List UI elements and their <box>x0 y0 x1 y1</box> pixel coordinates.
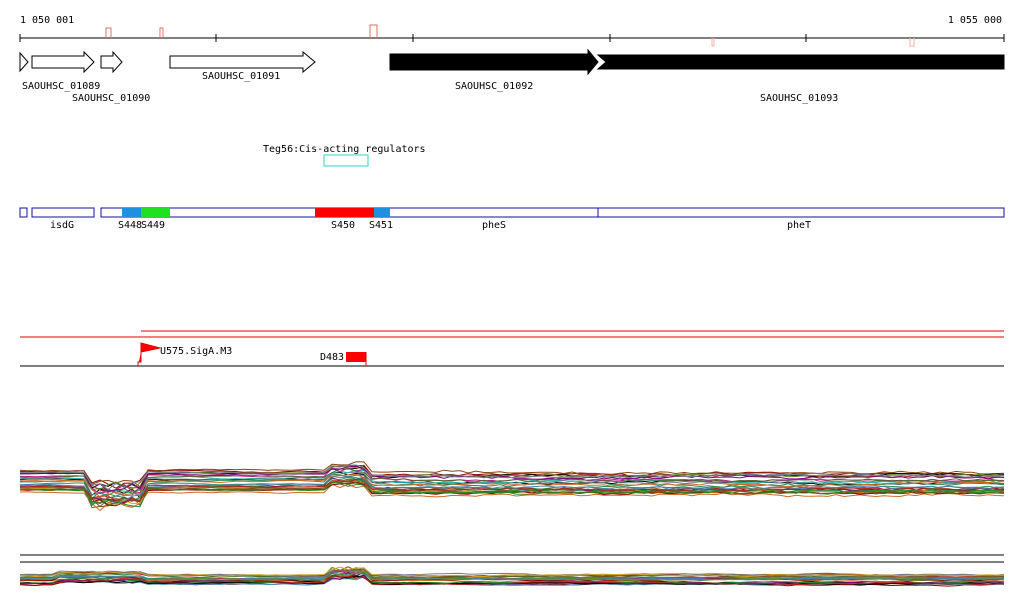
gene-label: SAOUHSC_01090 <box>72 93 150 104</box>
expression-line <box>19 464 1005 491</box>
expression-line <box>19 468 1005 495</box>
region-label: S450 <box>331 220 355 231</box>
gene-arrows <box>19 48 1005 76</box>
region-fill <box>122 208 141 217</box>
expression-line <box>19 461 1005 488</box>
region-fill <box>141 208 170 217</box>
gene-label: SAOUHSC_01092 <box>455 81 533 92</box>
feature-label: U575.SigA.M3 <box>160 346 232 357</box>
promoter-flag <box>137 342 161 366</box>
region-label: pheT <box>787 220 811 231</box>
expression-track <box>19 566 1005 587</box>
expression-line <box>19 480 1005 508</box>
expression-line <box>19 473 1005 498</box>
expression-line <box>19 574 1005 585</box>
ruler-start: 1 050 001 <box>20 15 74 26</box>
region-label: isdG <box>50 220 74 231</box>
region-label: S448 <box>118 220 142 231</box>
expression-line <box>19 482 1005 508</box>
gene-label: SAOUHSC_01089 <box>22 81 100 92</box>
region-label: pheS <box>482 220 506 231</box>
region-fill <box>374 208 390 217</box>
ruler-marks <box>105 24 915 47</box>
expression-line <box>19 475 1005 504</box>
region-label: S451 <box>369 220 393 231</box>
region-fill <box>315 208 374 217</box>
regulator-label: Teg56:Cis-acting regulators <box>263 144 426 155</box>
expression-line <box>19 566 1005 578</box>
expression-line <box>19 570 1004 581</box>
region-label: S449 <box>141 220 165 231</box>
expression-track <box>19 461 1005 512</box>
feature-box <box>346 352 366 362</box>
regulator-box <box>323 154 369 167</box>
expression-line <box>20 465 1005 489</box>
expression-line <box>19 574 1005 586</box>
ruler-ticks <box>19 34 1005 42</box>
feature-label: D483 <box>320 352 344 363</box>
ruler-end: 1 055 000 <box>948 15 1002 26</box>
region-boxes <box>19 207 1005 218</box>
gene-label: SAOUHSC_01093 <box>760 93 838 104</box>
expression-line <box>19 483 1005 512</box>
gene-label: SAOUHSC_01091 <box>202 71 280 82</box>
